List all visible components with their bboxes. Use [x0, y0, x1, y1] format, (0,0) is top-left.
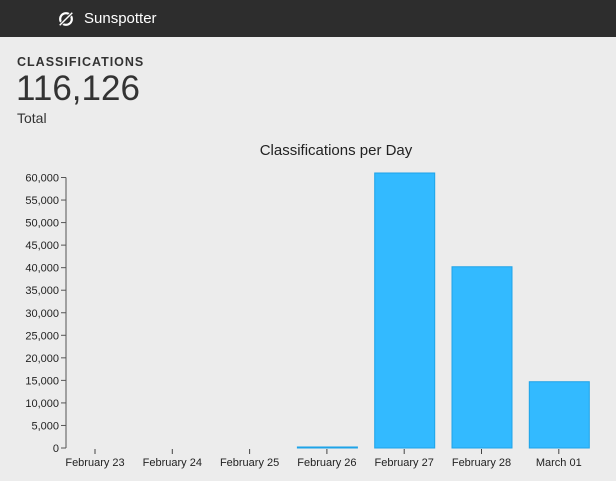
- x-tick-label: February 23: [65, 457, 124, 469]
- brand-link[interactable]: Sunspotter: [57, 0, 157, 37]
- y-tick-label: 45,000: [25, 240, 59, 252]
- y-tick-label: 55,000: [25, 195, 59, 207]
- stat-sublabel: Total: [17, 110, 47, 126]
- x-tick-label: February 25: [220, 457, 279, 469]
- y-tick-label: 50,000: [25, 218, 59, 230]
- sunspot-compass-icon: [57, 10, 75, 27]
- bar: [451, 266, 513, 449]
- y-tick-label: 15,000: [25, 375, 59, 387]
- stat-total-value: 116,126: [16, 69, 140, 108]
- top-navbar: Sunspotter: [0, 0, 616, 37]
- y-tick-label: 40,000: [25, 263, 59, 275]
- x-tick-label: March 01: [536, 457, 582, 469]
- x-tick-label: February 28: [452, 457, 511, 469]
- x-tick-label: February 27: [375, 457, 434, 469]
- y-tick-label: 30,000: [25, 308, 59, 320]
- bar: [296, 446, 358, 449]
- y-tick-label: 25,000: [25, 330, 59, 342]
- y-tick-label: 20,000: [25, 353, 59, 365]
- y-tick-label: 60,000: [25, 173, 59, 185]
- y-tick-label: 0: [53, 443, 59, 455]
- stat-label: CLASSIFICATIONS: [17, 55, 145, 69]
- y-tick-label: 5,000: [31, 420, 59, 432]
- x-tick-label: February 26: [297, 457, 356, 469]
- bar: [374, 172, 436, 449]
- y-tick-label: 10,000: [25, 398, 59, 410]
- y-tick-label: 35,000: [25, 285, 59, 297]
- app-name: Sunspotter: [84, 10, 157, 27]
- chart-title: Classifications per Day: [259, 142, 413, 159]
- x-tick-label: February 24: [143, 457, 202, 469]
- bar: [528, 381, 590, 449]
